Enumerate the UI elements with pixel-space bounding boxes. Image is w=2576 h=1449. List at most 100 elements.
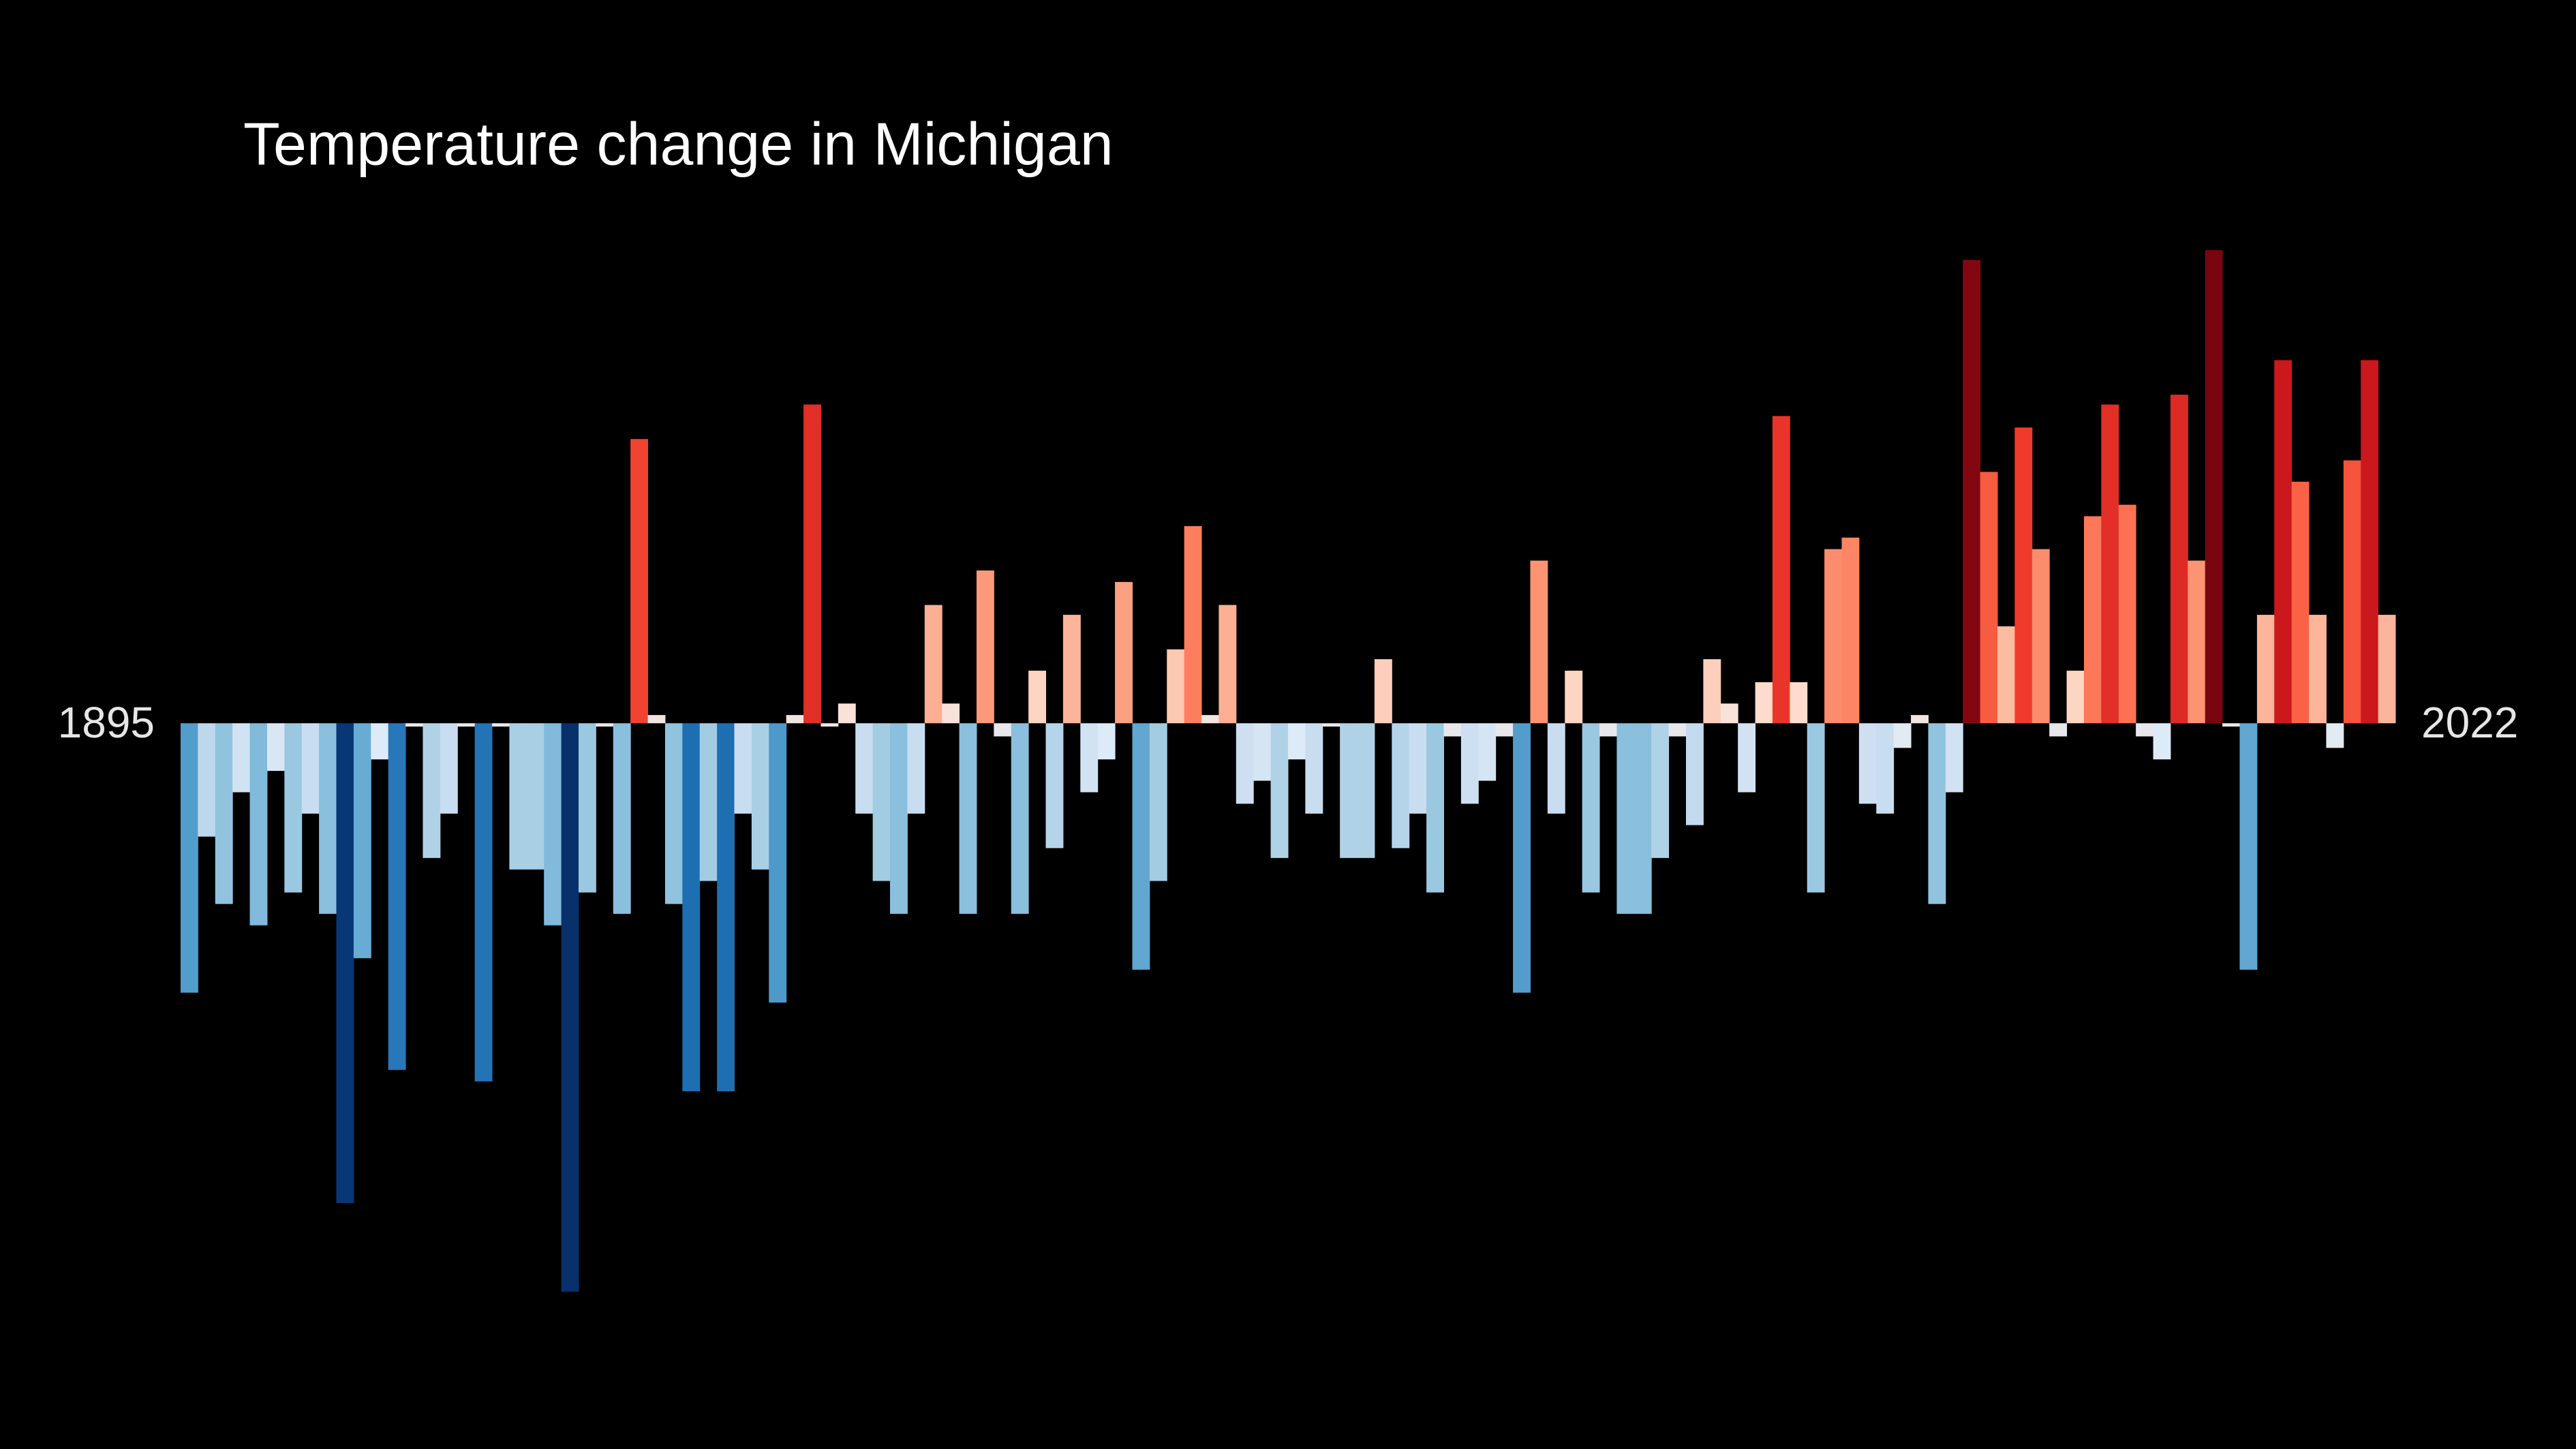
bar (2170, 395, 2188, 724)
bar (1426, 723, 1445, 893)
bar (2118, 504, 2136, 724)
bar (1028, 671, 1047, 724)
bar (1599, 723, 1617, 737)
bar (1876, 723, 1895, 814)
bar (1392, 723, 1410, 849)
bar (855, 723, 874, 814)
bar (2309, 615, 2327, 724)
bar (2239, 723, 2258, 970)
bar (1616, 723, 1635, 914)
bar (976, 570, 994, 724)
bar (1980, 472, 1998, 724)
bar (1253, 723, 1272, 781)
bar (1547, 723, 1565, 814)
bar (1530, 560, 1548, 724)
bar (786, 715, 804, 724)
bar (2188, 560, 2206, 724)
bar (1893, 723, 1912, 748)
bar (1357, 723, 1375, 858)
bar (1218, 605, 1237, 724)
bar (1184, 525, 1202, 724)
bar (682, 723, 701, 1092)
bar (1634, 723, 1652, 914)
bar (544, 723, 562, 926)
bar (1167, 649, 1185, 724)
bar (2066, 671, 2085, 724)
bar (1236, 723, 1254, 804)
bar (1755, 682, 1773, 724)
bar (1685, 723, 1704, 825)
bar (371, 723, 389, 760)
bar (1772, 416, 1790, 724)
bar (1790, 682, 1808, 724)
bar (2222, 723, 2240, 727)
bar (1443, 723, 1462, 737)
x-tick-label: 2022 (2421, 698, 2518, 747)
bar (561, 723, 579, 1292)
bar (1080, 723, 1099, 793)
bar (1928, 723, 1946, 904)
bar (405, 723, 423, 727)
bar (284, 723, 303, 893)
bar (319, 723, 337, 914)
bar (613, 723, 631, 914)
bar (1340, 723, 1358, 858)
bar (1651, 723, 1670, 858)
bar (232, 723, 251, 793)
bar (2361, 360, 2379, 724)
bar (2326, 723, 2344, 748)
bar (2101, 404, 2119, 724)
bar (1270, 723, 1289, 858)
bar (907, 723, 925, 814)
bar (803, 404, 821, 724)
bar (1374, 659, 1392, 724)
bar (474, 723, 493, 1082)
bar (2014, 427, 2033, 724)
bar (1322, 723, 1340, 727)
bar (2274, 360, 2293, 724)
bar (1115, 581, 1133, 724)
bar (734, 723, 752, 814)
bar (1720, 703, 1738, 724)
bar (1582, 723, 1600, 893)
bar (2256, 615, 2275, 724)
bar (492, 723, 510, 727)
bar (1963, 260, 1981, 724)
bar (266, 723, 285, 772)
bar (2136, 723, 2154, 737)
bar (647, 715, 666, 724)
bar (2083, 516, 2102, 724)
x-tick-label: 1895 (58, 698, 155, 747)
bar (924, 605, 942, 724)
bar (1841, 537, 1860, 724)
bar (2049, 723, 2068, 737)
bar (1495, 723, 1514, 737)
bar (1703, 659, 1721, 724)
bar (821, 723, 839, 727)
bar (2378, 615, 2396, 724)
bar (388, 723, 406, 1070)
bar (198, 723, 216, 837)
bar (423, 723, 441, 858)
bar (336, 723, 354, 1204)
bar (1738, 723, 1756, 793)
bar (1911, 715, 1929, 724)
bar (596, 723, 614, 727)
bar (1565, 671, 1583, 724)
bar (526, 723, 545, 870)
bar (1997, 626, 2015, 724)
bar (699, 723, 718, 881)
bar (1097, 723, 1116, 760)
bar (2343, 460, 2361, 724)
bar (301, 723, 320, 814)
bar (942, 703, 960, 724)
bar (1011, 723, 1029, 914)
bar (1288, 723, 1306, 760)
bar (1858, 723, 1877, 804)
bar (1824, 549, 1842, 724)
bar (1149, 723, 1167, 881)
bar (664, 723, 683, 904)
bar (1513, 723, 1531, 993)
bar (872, 723, 891, 881)
